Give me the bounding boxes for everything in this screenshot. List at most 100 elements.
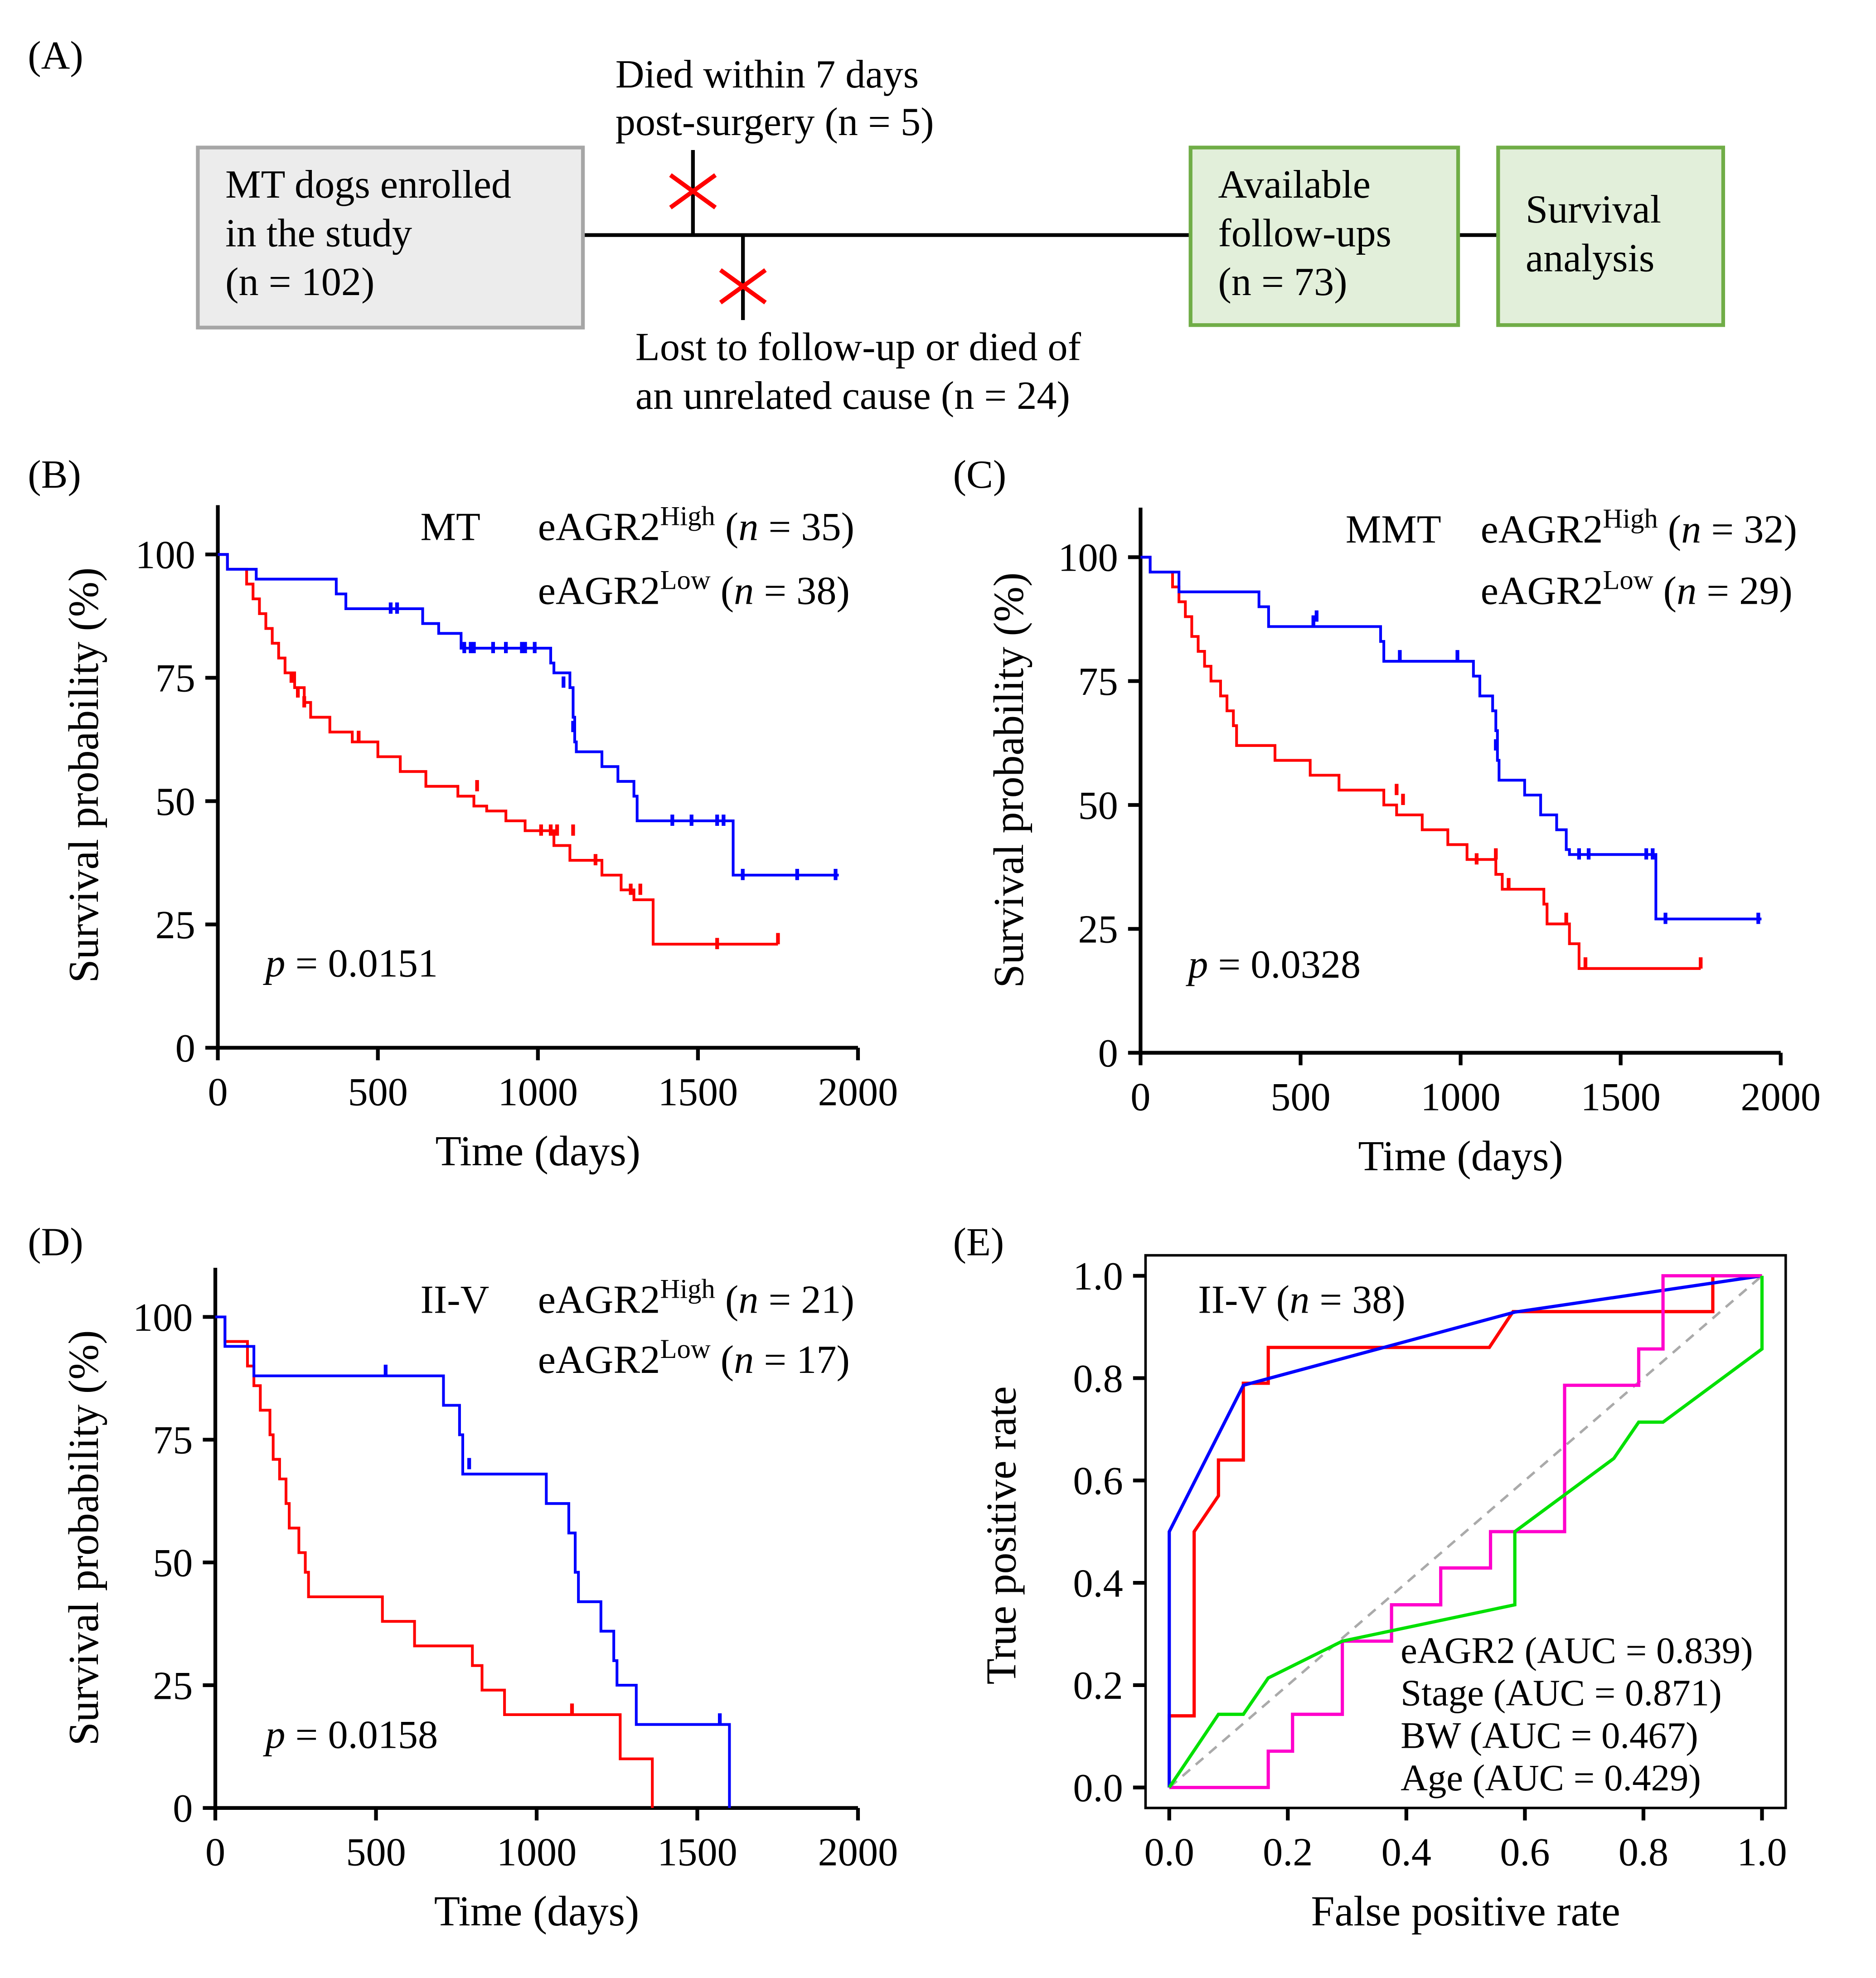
lost-x-icon xyxy=(719,268,767,305)
y-tick-label: 0.8 xyxy=(1073,1357,1123,1401)
y-tick-label: 75 xyxy=(1078,659,1118,704)
group-label: MT xyxy=(420,505,480,549)
y-tick-label: 25 xyxy=(1078,907,1118,952)
panel-b-chart: (B) 0 500 1000 1500 2000 0 25 50 75 100 Time (days)… xyxy=(28,452,898,1175)
y-tick-label: 0.6 xyxy=(1073,1459,1123,1503)
plot-frame xyxy=(1144,1254,1787,1809)
y-axis-label: Survival probability (%) xyxy=(985,572,1033,988)
x-tick-label: 1500 xyxy=(657,1830,737,1875)
roc-curve-Age xyxy=(1168,1275,1764,1789)
died-line1: Died within 7 days xyxy=(616,52,919,97)
x-tick-label: 500 xyxy=(348,1070,407,1115)
roc-curve-eAGR2 xyxy=(1168,1274,1762,1788)
legend-eAGR2High: eAGR2High (n = 21) xyxy=(538,1274,854,1322)
roc-legend-eAGR2: eAGR2 (AUC = 0.839) xyxy=(1401,1629,1753,1671)
enrolled-line1: MT dogs enrolled xyxy=(225,162,511,207)
followup-n: (n = 73) xyxy=(1218,260,1347,304)
y-tick-label: 25 xyxy=(155,903,195,947)
x-tick-label: 1000 xyxy=(498,1070,578,1115)
panel-d-chart: (D) 0 500 1000 1500 2000 0 25 50 75 100 Time (days)… xyxy=(28,1220,898,1935)
survival-line1: Survival xyxy=(1526,187,1661,232)
died-x-icon xyxy=(669,173,717,209)
panel-label: (D) xyxy=(28,1220,83,1265)
survival-curve-eAGR2High xyxy=(1140,556,1701,970)
y-tick-label: 0 xyxy=(1098,1031,1118,1076)
panel-label: (E) xyxy=(953,1220,1004,1265)
y-tick-label: 0 xyxy=(175,1026,195,1071)
roc-legend-BW: BW (AUC = 0.467) xyxy=(1401,1714,1698,1756)
y-tick-label: 50 xyxy=(153,1541,193,1585)
y-tick-label: 25 xyxy=(153,1663,193,1708)
y-axis-label: Survival probability (%) xyxy=(60,1330,107,1746)
x-axis-label: False positive rate xyxy=(1311,1888,1620,1935)
x-tick-label: 0.0 xyxy=(1144,1830,1194,1875)
panel-a-label: (A) xyxy=(28,34,83,78)
y-tick-label: 0.0 xyxy=(1073,1766,1123,1810)
followup-line1: Available xyxy=(1218,162,1371,207)
panel-label: (C) xyxy=(953,452,1007,497)
x-tick-label: 2000 xyxy=(1740,1075,1821,1120)
panel-e-chart: (E) 0.0 0.2 0.4 0.6 0.8 1.0 0.0 0.2 0.4 0.6 0.8 1.0 F… xyxy=(953,1220,1787,1935)
enrolled-box xyxy=(196,145,585,330)
x-tick-label: 1500 xyxy=(1580,1075,1661,1120)
y-tick-label: 100 xyxy=(1058,536,1118,580)
y-tick-label: 1.0 xyxy=(1073,1254,1123,1299)
legend-eAGR2High: eAGR2High (n = 35) xyxy=(538,501,854,549)
roc-curve-Stage xyxy=(1168,1274,1763,1788)
survival-curve-eAGR2High xyxy=(218,553,778,946)
x-tick-label: 2000 xyxy=(818,1070,898,1115)
x-axis-label: Time (days) xyxy=(1358,1133,1563,1180)
y-tick-label: 0.4 xyxy=(1073,1561,1123,1605)
survival-curve-eAGR2Low xyxy=(215,1315,731,1808)
survival-line2: analysis xyxy=(1526,236,1654,281)
y-tick-label: 50 xyxy=(1078,783,1118,828)
lost-line2: an unrelated cause (n = 24) xyxy=(635,373,1070,418)
y-axis-label: True positive rate xyxy=(978,1386,1025,1684)
x-tick-label: 1.0 xyxy=(1737,1830,1787,1875)
group-label: MMT xyxy=(1346,507,1441,552)
panel-label: (B) xyxy=(28,452,81,497)
x-tick-label: 0 xyxy=(1130,1075,1150,1120)
y-tick-label: 0 xyxy=(173,1786,193,1831)
x-tick-label: 0.4 xyxy=(1382,1830,1431,1875)
legend-eAGR2Low: eAGR2Low (n = 38) xyxy=(538,565,850,613)
p-value-label: p = 0.0158 xyxy=(262,1712,438,1757)
group-label: II-V xyxy=(420,1277,489,1322)
x-tick-label: 0 xyxy=(205,1830,225,1875)
x-tick-label: 0.6 xyxy=(1500,1830,1550,1875)
x-tick-label: 0.8 xyxy=(1619,1830,1668,1875)
roc-legend-Stage: Stage (AUC = 0.871) xyxy=(1401,1672,1722,1714)
enrolled-line2: in the study xyxy=(225,211,412,255)
y-tick-label: 75 xyxy=(155,656,195,701)
legend-eAGR2High: eAGR2High (n = 32) xyxy=(1481,504,1797,552)
y-tick-label: 0.2 xyxy=(1073,1663,1123,1708)
p-value-label: p = 0.0328 xyxy=(1185,942,1361,987)
y-axis-label: Survival probability (%) xyxy=(60,567,107,983)
x-tick-label: 1000 xyxy=(1420,1075,1501,1120)
y-tick-label: 75 xyxy=(153,1418,193,1463)
panel-c-chart: (C) 0 500 1000 1500 2000 0 25 50 75 100 Time (days)… xyxy=(953,452,1821,1180)
roc-legend-Age: Age (AUC = 0.429) xyxy=(1401,1757,1701,1799)
legend-eAGR2Low: eAGR2Low (n = 29) xyxy=(1481,565,1793,613)
roc-curve-BW xyxy=(1169,1274,1762,1789)
lost-line1: Lost to follow-up or died of xyxy=(635,325,1081,369)
p-value-label: p = 0.0151 xyxy=(262,941,438,985)
died-line2: post-surgery (n = 5) xyxy=(616,100,934,144)
group-label: II-V (n = 38) xyxy=(1198,1277,1406,1322)
y-tick-label: 50 xyxy=(155,780,195,824)
enrolled-n: (n = 102) xyxy=(225,260,374,304)
survival-curve-eAGR2Low xyxy=(1140,556,1762,921)
legend-eAGR2Low: eAGR2Low (n = 17) xyxy=(538,1334,850,1382)
x-tick-label: 0 xyxy=(208,1070,228,1115)
x-tick-label: 0.2 xyxy=(1263,1830,1313,1875)
followup-box xyxy=(1188,145,1460,327)
survival-curve-eAGR2High xyxy=(215,1315,654,1808)
x-axis-label: Time (days) xyxy=(436,1128,640,1175)
x-tick-label: 2000 xyxy=(818,1830,898,1875)
survival-box xyxy=(1496,145,1725,327)
panel-a-flow: (A) MT dogs enrolled in the study (n = 1… xyxy=(28,34,1725,418)
x-tick-label: 1000 xyxy=(497,1830,577,1875)
survival-curve-eAGR2Low xyxy=(218,553,839,877)
